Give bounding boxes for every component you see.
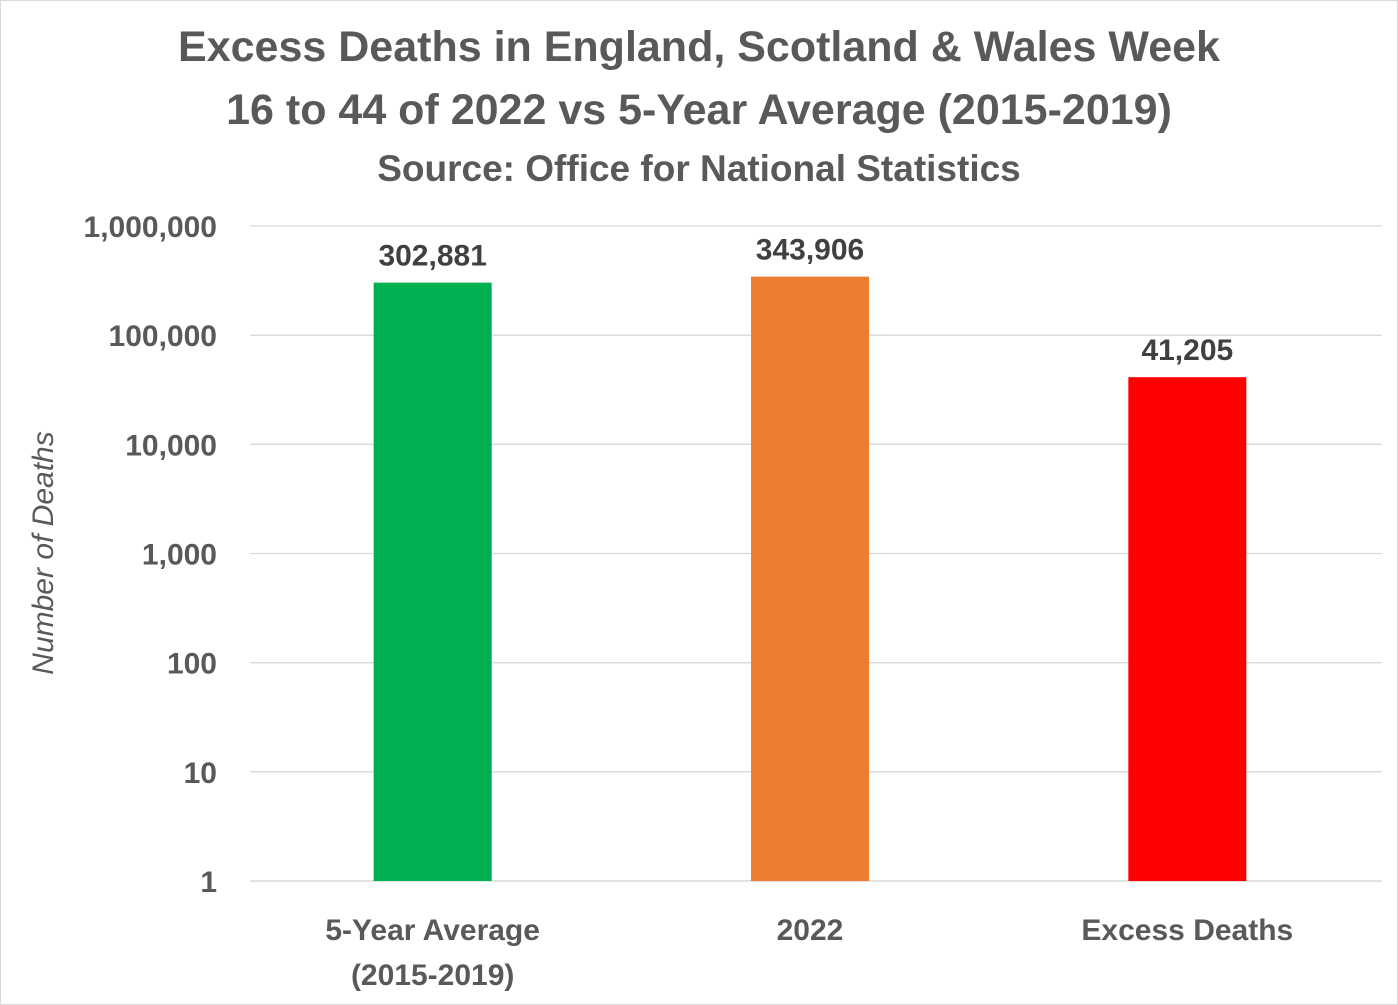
y-tick-label: 100 bbox=[167, 648, 217, 681]
bar-value-label: 302,881 bbox=[378, 240, 486, 273]
bar bbox=[1128, 377, 1247, 881]
x-category-label: 5-Year Average bbox=[325, 914, 540, 947]
y-tick-label: 10,000 bbox=[125, 429, 217, 462]
y-tick-label: 1 bbox=[200, 866, 217, 899]
y-tick-label: 1,000 bbox=[142, 539, 217, 572]
x-category-label: 2022 bbox=[777, 914, 844, 947]
chart-title-line-2: 16 to 44 of 2022 vs 5-Year Average (2015… bbox=[226, 86, 1172, 134]
x-category-label: Excess Deaths bbox=[1081, 914, 1293, 947]
y-tick-label: 100,000 bbox=[109, 320, 217, 353]
x-axis-categories: 5-Year Average (2015-2019) 2022 Excess Deat… bbox=[325, 914, 1293, 992]
y-axis-label: Number of Deaths bbox=[27, 431, 60, 674]
y-axis-ticks: 1 10 100 1,000 10,000 100,000 1,000,000 bbox=[84, 211, 217, 899]
data-labels: 302,881 343,906 41,205 bbox=[378, 234, 1233, 368]
bars bbox=[373, 276, 1247, 881]
chart-subtitle: Source: Office for National Statistics bbox=[377, 148, 1021, 189]
bar bbox=[751, 276, 869, 881]
chart-title: Excess Deaths in England, Scotland & Wal… bbox=[178, 23, 1220, 134]
bar-value-label: 343,906 bbox=[756, 234, 864, 267]
y-tick-label: 1,000,000 bbox=[84, 211, 217, 244]
y-tick-label: 10 bbox=[184, 757, 217, 790]
x-category-label: (2015-2019) bbox=[351, 959, 514, 992]
bar-value-label: 41,205 bbox=[1141, 334, 1233, 367]
bar bbox=[373, 282, 492, 881]
chart-title-line-1: Excess Deaths in England, Scotland & Wal… bbox=[178, 23, 1220, 71]
